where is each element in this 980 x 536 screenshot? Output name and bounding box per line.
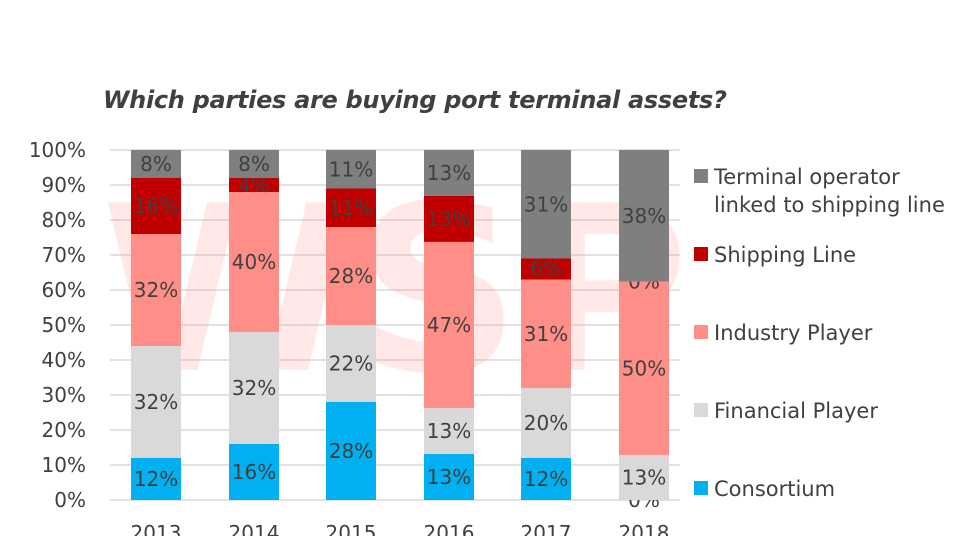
bar-segment — [229, 150, 279, 178]
y-tick-label: 10% — [42, 453, 86, 477]
legend-swatch — [694, 403, 708, 417]
data-label: 28% — [329, 439, 373, 463]
legend-swatch — [694, 481, 708, 495]
legend-label: Shipping Line — [714, 243, 856, 267]
bar-segment — [326, 402, 376, 500]
bar-segment — [326, 227, 376, 325]
data-label: 38% — [622, 204, 666, 228]
bar-segment — [521, 279, 571, 388]
data-label: 32% — [232, 376, 276, 400]
data-label: 11% — [329, 196, 373, 220]
y-tick-label: 80% — [42, 208, 86, 232]
chart-title: Which parties are buying port terminal a… — [103, 86, 727, 114]
data-label: 47% — [427, 313, 471, 337]
data-label: 22% — [329, 352, 373, 376]
data-label: 31% — [524, 192, 568, 216]
bar-segment — [326, 325, 376, 402]
legend-swatch — [694, 169, 708, 183]
data-label: 40% — [232, 250, 276, 274]
bar-segment — [424, 454, 474, 500]
bar-segment — [229, 178, 279, 192]
bar-segment — [619, 454, 669, 500]
bar-segment — [424, 150, 474, 196]
y-tick-label: 70% — [42, 243, 86, 267]
bar-segment — [229, 192, 279, 332]
data-label: 11% — [329, 157, 373, 181]
legend-label: Industry Player — [714, 321, 873, 345]
x-tick-label: 2018 — [619, 521, 670, 536]
bar-segment — [131, 346, 181, 458]
data-label: 12% — [524, 467, 568, 491]
bar-segment — [619, 150, 669, 282]
y-tick-label: 100% — [29, 138, 86, 162]
bar-segment — [521, 458, 571, 500]
data-label: 20% — [524, 411, 568, 435]
x-tick-label: 2015 — [326, 521, 377, 536]
y-tick-label: 40% — [42, 348, 86, 372]
data-label: 16% — [232, 460, 276, 484]
bar-segment — [326, 150, 376, 189]
legend-swatch — [694, 325, 708, 339]
bar-segment — [521, 388, 571, 458]
legend-label: Financial Player — [714, 399, 878, 423]
bar-segment — [326, 188, 376, 227]
bar-segment — [131, 178, 181, 234]
data-label: 32% — [134, 278, 178, 302]
data-label: 16% — [134, 194, 178, 218]
data-label: 50% — [622, 356, 666, 380]
data-label: 6% — [530, 257, 562, 281]
legend-label: Terminal operator — [713, 165, 900, 189]
data-label: 31% — [524, 322, 568, 346]
data-label: 28% — [329, 264, 373, 288]
bar-segment — [229, 444, 279, 500]
x-tick-label: 2014 — [229, 521, 280, 536]
bar-segment — [521, 150, 571, 259]
y-tick-label: 90% — [42, 173, 86, 197]
y-tick-label: 30% — [42, 383, 86, 407]
legend-swatch — [694, 247, 708, 261]
legend-label: linked to shipping line — [714, 193, 945, 217]
x-tick-label: 2017 — [521, 521, 572, 536]
data-label: 13% — [427, 207, 471, 231]
bar-segment — [521, 258, 571, 280]
legend-label: Consortium — [714, 477, 835, 501]
data-label: 8% — [140, 152, 172, 176]
data-label: 13% — [622, 465, 666, 489]
x-tick-label: 2013 — [131, 521, 182, 536]
x-tick-label: 2016 — [424, 521, 475, 536]
y-tick-label: 50% — [42, 313, 86, 337]
bar-segment — [424, 241, 474, 409]
bar-segment — [131, 458, 181, 500]
bar-segment — [131, 150, 181, 178]
y-tick-label: 60% — [42, 278, 86, 302]
data-label: 8% — [238, 152, 270, 176]
data-label: 13% — [427, 465, 471, 489]
bar-segment — [424, 195, 474, 242]
bar-segment — [424, 408, 474, 455]
y-tick-label: 0% — [54, 488, 86, 512]
data-label: 12% — [134, 467, 178, 491]
watermark-logo: WSP — [101, 158, 689, 425]
y-tick-label: 20% — [42, 418, 86, 442]
bar-segment — [229, 332, 279, 444]
data-label: 13% — [427, 419, 471, 443]
bar-segment — [131, 234, 181, 346]
data-label: 32% — [134, 390, 178, 414]
data-label: 13% — [427, 161, 471, 185]
bar-segment — [619, 281, 669, 455]
